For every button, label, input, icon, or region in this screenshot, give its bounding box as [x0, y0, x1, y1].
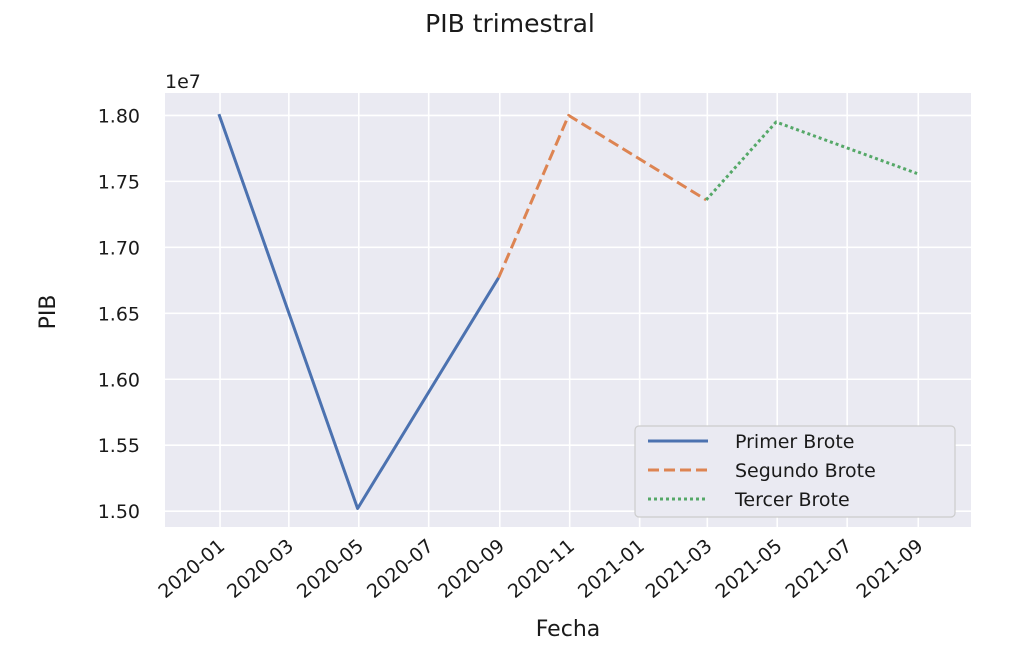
legend: Primer Brote Segundo Brote Tercer Brote	[634, 425, 956, 518]
y-tick-labels: 1.50 1.55 1.60 1.65 1.70 1.75 1.80	[98, 105, 140, 523]
legend-box	[634, 425, 956, 518]
legend-label-tercer-brote: Tercer Brote	[734, 489, 850, 511]
y-tick-label: 1.55	[98, 435, 140, 457]
x-tick-label: 2021-01	[574, 535, 649, 603]
series-lines	[217, 113, 918, 510]
x-tick-label: 2020-05	[293, 535, 368, 603]
legend-label-primer-brote: Primer Brote	[735, 431, 854, 453]
series-line-2	[497, 113, 707, 279]
chart-title: PIB trimestral	[425, 9, 595, 38]
x-tick-label: 2020-03	[223, 535, 298, 603]
x-tick-label: 2021-09	[853, 535, 928, 603]
series-line-1	[217, 113, 500, 510]
y-tick-label: 1.65	[98, 303, 140, 325]
x-tick-label: 2020-09	[434, 535, 509, 603]
x-tick-label: 2020-01	[154, 535, 229, 603]
y-tick-label: 1.60	[98, 369, 140, 391]
x-tick-label: 2020-11	[504, 535, 579, 603]
y-tick-label: 1.75	[98, 171, 140, 193]
grid	[165, 93, 971, 527]
y-tick-label: 1.80	[98, 105, 140, 127]
y-tick-label: 1.50	[98, 501, 140, 523]
y-offset-label: 1e7	[165, 71, 201, 93]
x-tick-label: 2021-05	[711, 535, 786, 603]
x-tick-label: 2020-07	[363, 535, 438, 603]
x-tick-labels: 2020-012020-032020-052020-072020-092020-…	[154, 535, 927, 603]
x-tick-label: 2021-07	[781, 535, 856, 603]
y-axis-label: PIB	[36, 295, 61, 330]
x-axis-label: Fecha	[536, 617, 601, 642]
y-tick-label: 1.70	[98, 237, 140, 259]
series-line-3	[705, 120, 918, 201]
x-tick-label: 2021-03	[642, 535, 717, 603]
legend-label-segundo-brote: Segundo Brote	[735, 460, 876, 482]
